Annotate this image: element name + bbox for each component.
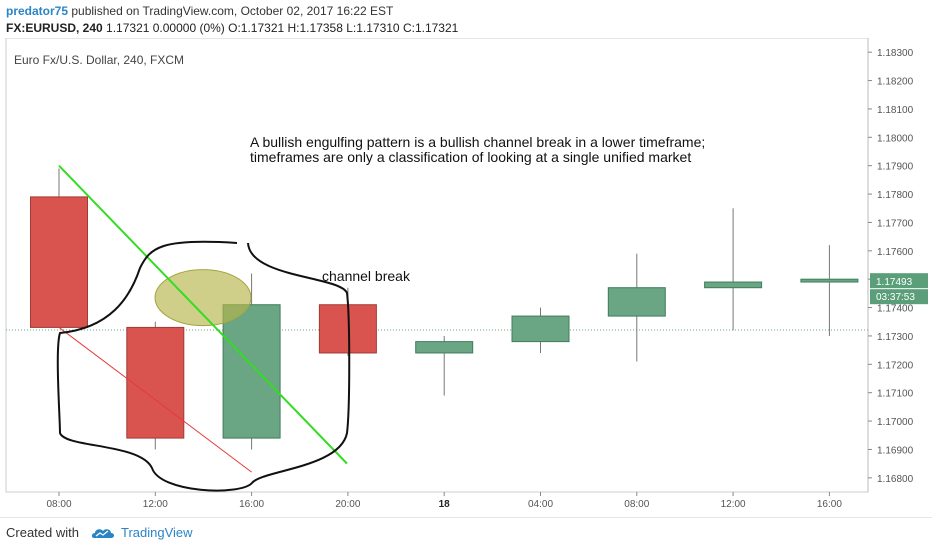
- channel-bracket-drawing: [56, 240, 351, 492]
- y-tick-label: 1.17300: [877, 332, 914, 343]
- footer: Created with TradingView: [6, 520, 193, 546]
- x-tick-label: 16:00: [239, 499, 264, 510]
- tradingview-brand[interactable]: TradingView: [120, 525, 193, 540]
- last-price-label: 1.17493: [876, 277, 913, 288]
- candle-body[interactable]: [222, 304, 281, 439]
- footer-divider: [0, 517, 932, 518]
- y-tick-label: 1.16800: [877, 474, 914, 485]
- x-tick-label: 16:00: [817, 499, 842, 510]
- candle-body[interactable]: [800, 278, 859, 283]
- y-tick-label: 1.17600: [877, 247, 914, 258]
- y-tick-label: 1.17700: [877, 218, 914, 229]
- y-tick-label: 1.17100: [877, 389, 914, 400]
- annotation-channel-break: channel break: [322, 268, 411, 284]
- price-chart[interactable]: 1.16800 1.16900 1.17000 1.17100 1.17200 1.173…: [0, 38, 932, 516]
- y-tick-label: 1.16900: [877, 445, 914, 456]
- annotation-main-line2: timeframes are only a classification of …: [250, 149, 691, 165]
- last-price-badge: [870, 273, 928, 289]
- tradingview-cloud-icon: [91, 529, 114, 538]
- candle-body[interactable]: [30, 196, 88, 328]
- created-with-label: Created with: [6, 525, 79, 540]
- candle-body[interactable]: [607, 287, 666, 317]
- publish-info: predator75 published on TradingView.com,…: [6, 3, 926, 20]
- y-tick-label: 1.17800: [877, 190, 914, 201]
- publish-header: predator75 published on TradingView.com,…: [6, 3, 926, 37]
- y-tick-label: 1.18300: [877, 48, 914, 59]
- pattern-highlight-ellipse: [154, 269, 252, 327]
- published-text: published on TradingView.com, October 02…: [68, 4, 394, 18]
- y-tick-label: 1.18100: [877, 105, 914, 116]
- green-trendline: [58, 164, 348, 465]
- y-tick-label: 1.17000: [877, 417, 914, 428]
- symbol-label: FX:EURUSD, 240: [6, 21, 103, 35]
- chart-title: Euro Fx/U.S. Dollar, 240, FXCM: [14, 53, 184, 67]
- candle-body[interactable]: [415, 341, 474, 354]
- x-tick-label: 08:00: [46, 499, 71, 510]
- y-tick-label: 1.17900: [877, 162, 914, 173]
- author-link[interactable]: predator75: [6, 4, 69, 18]
- y-tick-label: 1.18000: [877, 133, 914, 144]
- x-tick-label: 12:00: [721, 499, 746, 510]
- x-tick-label: 08:00: [624, 499, 649, 510]
- y-tick-label: 1.17200: [877, 360, 914, 371]
- y-tick-label: 1.17400: [877, 304, 914, 315]
- quote-line: FX:EURUSD, 240 1.17321 0.00000 (0%) O:1.…: [6, 20, 926, 37]
- candle-body[interactable]: [126, 326, 185, 439]
- red-trend-line: [58, 327, 252, 473]
- countdown-label: 03:37:53: [876, 292, 915, 303]
- x-tick-label: 04:00: [528, 499, 553, 510]
- x-tick-label: 12:00: [143, 499, 168, 510]
- countdown-badge: [870, 289, 928, 305]
- annotation-main-line1: A bullish engulfing pattern is a bullish…: [250, 134, 705, 150]
- x-tick-label: 20:00: [335, 499, 360, 510]
- candle-body[interactable]: [704, 281, 763, 289]
- ohlc-values: 1.17321 0.00000 (0%) O:1.17321 H:1.17358…: [102, 21, 459, 35]
- x-tick-label: 18: [439, 499, 451, 510]
- candle-body[interactable]: [511, 315, 570, 343]
- y-tick-label: 1.18200: [877, 77, 914, 88]
